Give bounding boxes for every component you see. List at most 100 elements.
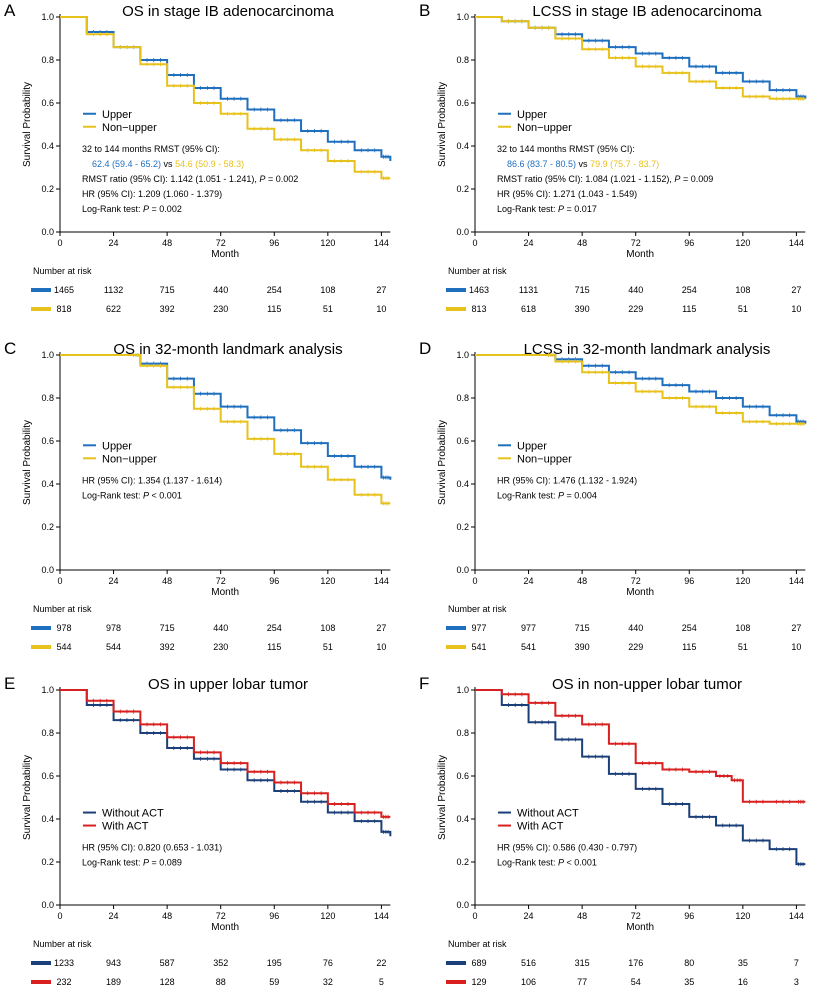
risk-cell: 978 — [106, 623, 121, 633]
risk-cell: 715 — [160, 623, 175, 633]
risk-cell: 32 — [323, 977, 333, 987]
y-tick-label: 0.8 — [456, 55, 469, 65]
risk-cell: 129 — [471, 977, 486, 987]
x-tick-label: 72 — [216, 911, 226, 921]
risk-cell: 392 — [160, 304, 175, 314]
x-tick-label: 0 — [472, 911, 477, 921]
risk-cell: 315 — [575, 958, 590, 968]
x-tick-label: 24 — [109, 238, 119, 248]
risk-cell: 115 — [267, 304, 281, 314]
risk-cell: 254 — [267, 285, 282, 295]
risk-cell: 176 — [628, 958, 643, 968]
annotation-text: 86.6 (83.7 - 80.5) vs 79.9 (75.7 - 83.7) — [497, 159, 659, 169]
y-tick-label: 1.0 — [41, 350, 54, 360]
risk-cell: 27 — [791, 285, 801, 295]
legend-label: With ACT — [102, 821, 149, 833]
y-tick-label: 0.8 — [41, 393, 54, 403]
y-tick-label: 0.0 — [456, 900, 469, 910]
risk-cell: 440 — [628, 623, 643, 633]
risk-cell: 5 — [379, 977, 384, 987]
risk-cell: 54 — [631, 977, 641, 987]
y-tick-label: 0.4 — [456, 141, 469, 151]
annotation-segment: HR (95% CI): 1.476 (1.132 - 1.924) — [497, 475, 637, 485]
x-tick-label: 96 — [269, 911, 279, 921]
risk-cell: 229 — [628, 304, 643, 314]
x-tick-label: 144 — [374, 911, 389, 921]
x-tick-label: 0 — [472, 576, 477, 586]
x-tick-label: 0 — [57, 911, 62, 921]
legend-label: Without ACT — [517, 808, 579, 820]
annotation-text: RMST ratio (95% CI): 1.084 (1.021 - 1.15… — [497, 174, 713, 184]
legend-label: Non−upper — [517, 453, 572, 465]
annotation-text: HR (95% CI): 0.820 (0.653 - 1.031) — [82, 843, 222, 853]
annotation-segment: HR (95% CI): 0.820 (0.653 - 1.031) — [82, 843, 222, 853]
x-axis-label: Month — [626, 249, 654, 260]
annotation-text: Log-Rank test: P < 0.001 — [497, 858, 597, 868]
annotation-segment: 86.6 (83.7 - 80.5) — [497, 159, 576, 169]
risk-cell: 22 — [376, 958, 386, 968]
y-tick-label: 1.0 — [456, 350, 469, 360]
y-axis-label: Survival Probability — [437, 420, 448, 505]
annotation-text: 32 to 144 months RMST (95% CI): — [497, 144, 635, 154]
risk-cell: 195 — [267, 958, 282, 968]
x-tick-label: 96 — [269, 576, 279, 586]
annotation-text: Log-Rank test: P < 0.001 — [82, 490, 182, 500]
risk-cell: 115 — [682, 304, 696, 314]
y-tick-label: 0.6 — [41, 771, 54, 781]
x-tick-label: 120 — [320, 911, 335, 921]
x-tick-label: 144 — [789, 576, 804, 586]
risk-table-title: Number at risk — [33, 604, 92, 614]
risk-cell: 7 — [794, 958, 799, 968]
risk-cell: 1132 — [104, 285, 123, 295]
panel-label: A — [4, 1, 16, 20]
y-tick-label: 0.6 — [456, 98, 469, 108]
risk-cell: 128 — [160, 977, 175, 987]
survival-curve-1 — [60, 354, 391, 505]
annotation-segment: 32 to 144 months RMST (95% CI): — [497, 144, 635, 154]
y-tick-label: 0.2 — [41, 857, 54, 867]
legend-label: With ACT — [517, 821, 564, 833]
panel-A: A OS in stage IB adenocarcinoma 0.0 0.2 0.4 0… — [4, 1, 392, 314]
x-tick-label: 120 — [735, 576, 750, 586]
risk-cell: 1233 — [54, 958, 74, 968]
risk-cell: 977 — [521, 623, 536, 633]
risk-table-title: Number at risk — [448, 604, 507, 614]
chart-title: OS in non-upper lobar tumor — [552, 676, 742, 693]
y-axis-label: Survival Probability — [437, 82, 448, 167]
y-tick-label: 0.4 — [41, 141, 54, 151]
y-tick-label: 0.8 — [41, 728, 54, 738]
survival-curve-0 — [60, 16, 392, 162]
risk-cell: 16 — [738, 977, 748, 987]
risk-cell: 715 — [575, 285, 590, 295]
y-tick-label: 0.4 — [41, 479, 54, 489]
x-tick-label: 96 — [684, 911, 694, 921]
risk-cell: 544 — [106, 642, 121, 652]
risk-cell: 108 — [320, 623, 335, 633]
y-tick-label: 0.0 — [41, 565, 54, 575]
annotation-segment: vs — [161, 159, 175, 169]
risk-cell: 10 — [791, 304, 801, 314]
x-tick-label: 24 — [109, 911, 119, 921]
x-axis-label: Month — [211, 922, 239, 933]
annotation-segment: Log-Rank test: — [497, 490, 558, 500]
annotation-segment: RMST ratio (95% CI): 1.142 (1.051 - 1.24… — [82, 174, 259, 184]
risk-cell: 76 — [323, 958, 333, 968]
risk-cell: 818 — [56, 304, 71, 314]
survival-curve-0 — [475, 689, 806, 866]
annotation-segment: RMST ratio (95% CI): 1.084 (1.021 - 1.15… — [497, 174, 674, 184]
risk-cell: 254 — [682, 285, 697, 295]
annotation-segment: = 0.004 — [564, 490, 597, 500]
y-tick-label: 0.4 — [456, 479, 469, 489]
panel-label: E — [4, 674, 15, 693]
y-tick-label: 0.8 — [456, 393, 469, 403]
panel-B: B LCSS in stage IB adenocarcinoma 0.0 0.2 0.… — [419, 1, 807, 314]
x-tick-label: 24 — [524, 238, 534, 248]
risk-cell: 51 — [738, 304, 748, 314]
risk-cell: 115 — [682, 642, 696, 652]
survival-curve-1 — [60, 16, 391, 180]
x-axis-label: Month — [626, 587, 654, 598]
risk-cell: 541 — [521, 642, 536, 652]
x-tick-label: 120 — [320, 576, 335, 586]
annotation-text: 32 to 144 months RMST (95% CI): — [82, 144, 220, 154]
risk-cell: 88 — [216, 977, 226, 987]
